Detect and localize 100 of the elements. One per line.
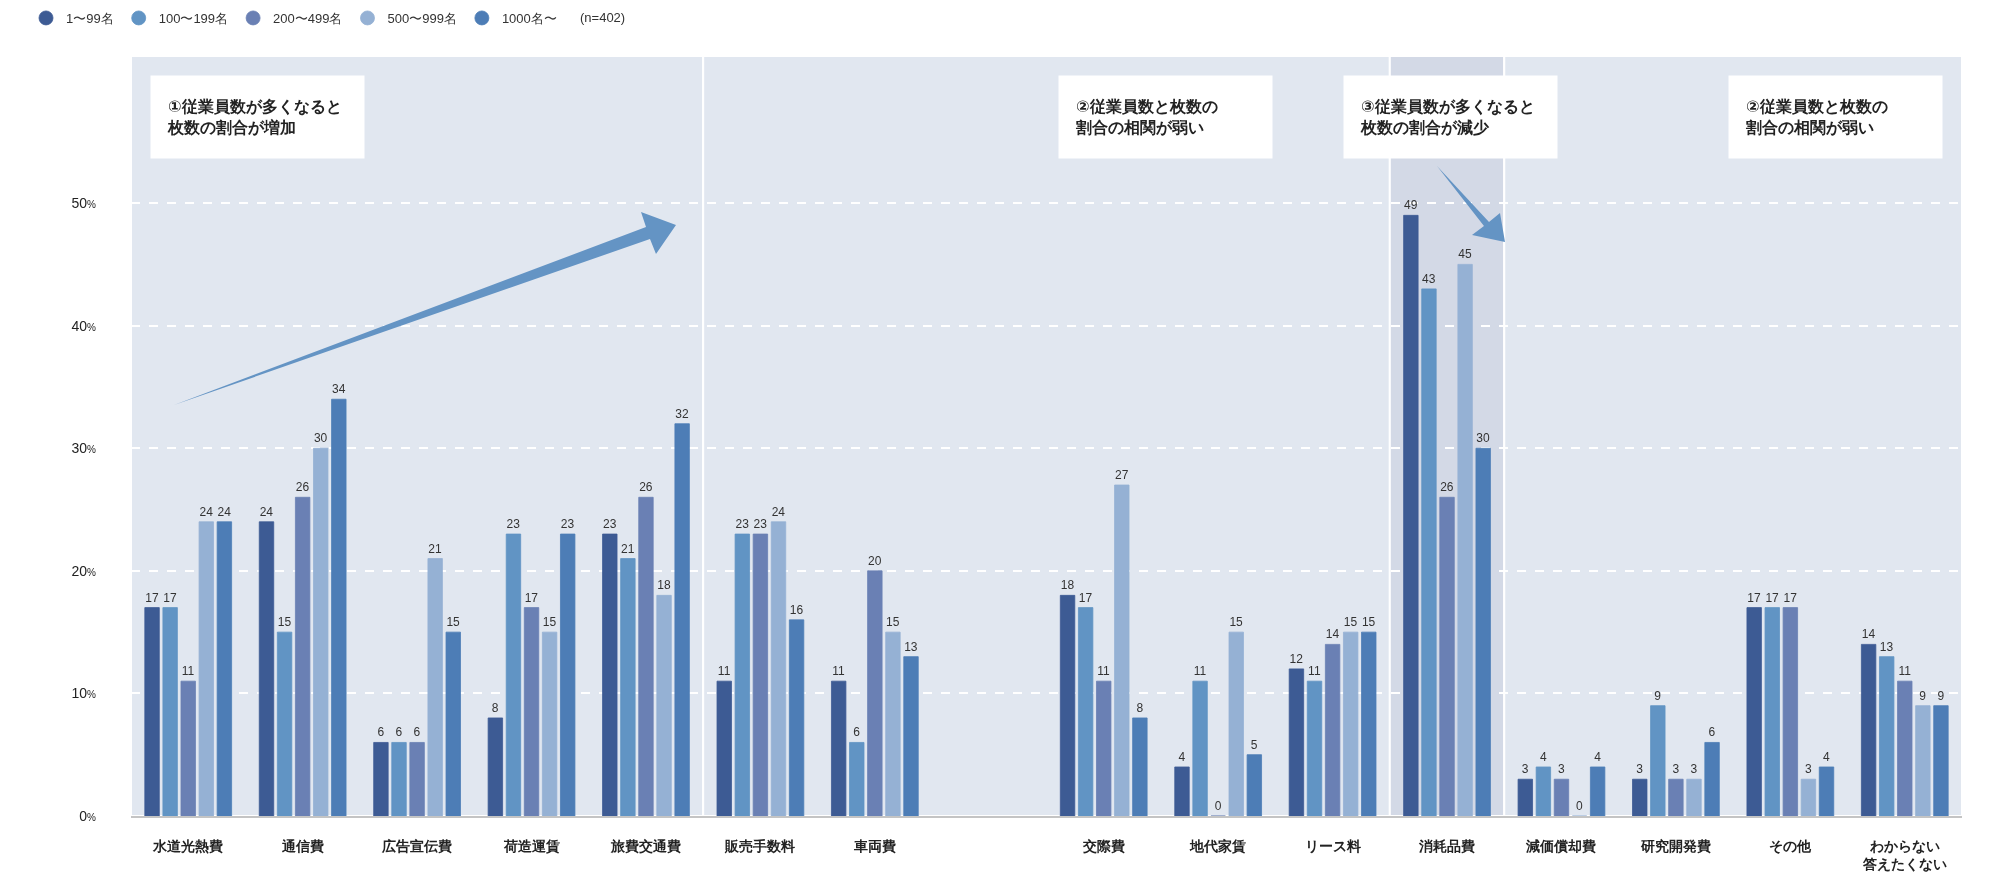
x-tick-label: 消耗品費 [1418,837,1476,854]
data-label: 18 [1060,578,1075,593]
data-label: 15 [1361,615,1376,630]
bar [1915,705,1931,816]
bar [831,680,847,816]
bar [1764,607,1780,816]
data-label: 23 [602,517,617,532]
bar [541,631,558,816]
annotation: ③従業員数が多くなると枚数の割合が減少 [1360,98,1535,136]
data-label: 3 [1557,762,1565,777]
y-tick-label: 20% [71,562,97,579]
text: (n=402) [580,10,626,25]
bar [216,521,233,816]
data-label: 15 [1229,615,1244,630]
data-label: 6 [395,725,403,740]
bar [1517,778,1533,816]
data-label: 11 [1898,664,1912,679]
data-label: 17 [1078,590,1093,605]
bar [1174,766,1190,816]
data-label: 23 [506,517,521,532]
legend-label: 1〜99名 [66,11,114,27]
bar [674,423,690,816]
bar [734,533,750,816]
data-label: 3 [1690,762,1698,777]
bar [560,533,576,816]
annotation: ②従業員数と枚数の割合の相関が弱い [1075,98,1218,136]
bar [445,631,461,816]
data-label: 17 [1783,590,1798,605]
data-label: 3 [1521,762,1529,777]
bar [1782,607,1798,816]
bar [1879,656,1895,816]
bar [1228,631,1244,816]
x-tick-label: リース料 [1304,837,1361,854]
bar [409,742,425,816]
data-label: 5 [1250,737,1258,752]
data-label: 0 [1214,799,1222,813]
annotation: ②従業員数と枚数の割合の相関が弱い [1745,98,1888,136]
data-label: 14 [1325,627,1340,642]
bar [1650,705,1666,816]
bar [427,558,443,816]
data-label: 6 [413,725,421,740]
bar [1535,766,1552,816]
bar [1686,778,1702,816]
data-label: 8 [491,700,499,715]
data-label: 23 [560,517,575,532]
data-label: 17 [1747,590,1762,605]
bar [1306,680,1323,816]
data-label: 4 [1178,749,1186,764]
x-tick-label: 荷造運賃 [502,837,560,854]
data-label: 15 [446,615,461,630]
bar [716,680,732,816]
data-label: 15 [542,615,557,630]
x-tick-label: その他 [1769,837,1813,854]
data-label: 26 [295,480,310,495]
data-label: 17 [163,590,177,605]
data-label: 15 [277,615,292,630]
bar [620,558,636,816]
bar [1132,717,1148,816]
bar [331,398,347,816]
bar [885,631,901,816]
bar [1704,742,1720,816]
data-label: 45 [1458,247,1472,262]
bar [1403,214,1419,816]
data-label: 14 [1861,627,1876,642]
data-label: 11 [717,664,731,679]
data-label: 21 [621,541,635,556]
data-label: 6 [377,725,385,740]
data-label: 13 [904,639,918,654]
data-label: 17 [145,590,159,605]
data-label: 17 [524,590,539,605]
bar [1246,754,1262,816]
data-label: 24 [259,504,274,519]
data-label: 32 [675,406,689,421]
data-label: 23 [753,517,768,532]
bar [258,521,275,816]
bar [1475,447,1491,816]
x-tick-label: 水道光熱費 [152,837,224,854]
bar [770,521,787,816]
bar [1553,778,1570,816]
bar [487,717,503,816]
x-tick-label: わからない答えたくない [1861,837,1947,872]
data-label: 26 [1440,480,1454,495]
data-label: 9 [1654,688,1662,703]
bar [788,619,805,816]
data-label: 49 [1404,198,1418,213]
y-tick-label: 50% [71,195,97,211]
bar [1457,263,1473,816]
data-label: 3 [1804,762,1812,777]
bar [523,607,540,816]
bar [295,496,311,816]
data-label: 17 [1765,590,1780,605]
data-label: 24 [217,504,232,519]
legend-label: 100〜199名 [158,11,229,27]
x-tick-label: 車両費 [852,837,896,854]
data-label: 15 [1343,615,1358,630]
bar [602,533,618,816]
bar [180,680,196,816]
data-label: 6 [1708,725,1716,740]
x-tick-label: 研究開発費 [1639,837,1711,854]
bar [1800,778,1817,816]
